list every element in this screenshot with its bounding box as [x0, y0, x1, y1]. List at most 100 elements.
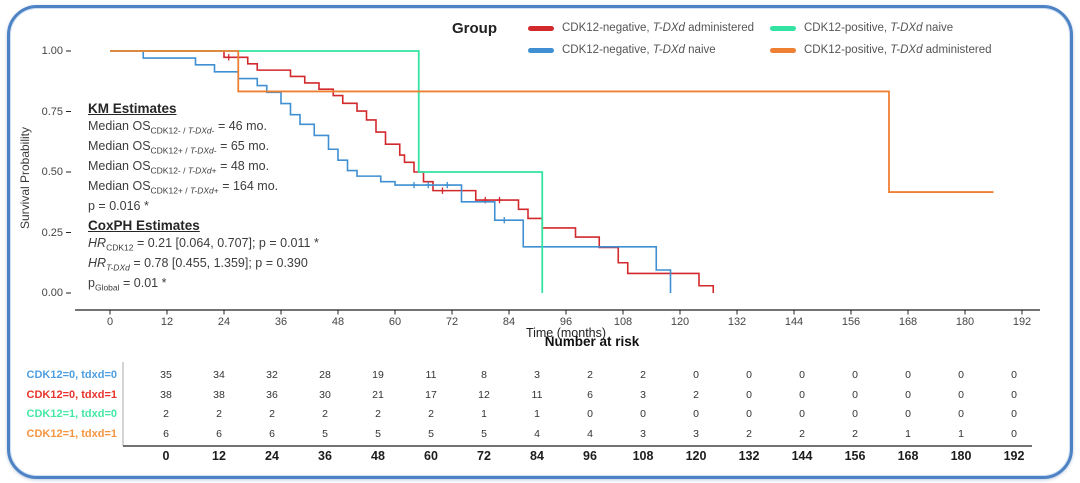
risk-count: 1 [905, 427, 911, 440]
risk-count: 8 [481, 369, 487, 381]
legend-item-label: CDK12-positive, T-DXd administered [804, 44, 992, 56]
risk-count: 0 [746, 408, 752, 420]
legend-item-label: CDK12-negative, T-DXd administered [562, 22, 754, 34]
km-estimate-line: Median OSCDK12+ / T-DXd- = 65 mo. [88, 139, 270, 156]
y-tick-label: 0.50 [41, 166, 63, 178]
risk-count: 38 [213, 388, 225, 401]
legend-item-label: CDK12-positive, T-DXd naive [804, 22, 954, 34]
risk-count: 0 [852, 408, 858, 420]
x-tick-label: 180 [955, 316, 975, 328]
km-estimate-line: Median OSCDK12- / T-DXd+ = 48 mo. [88, 159, 270, 176]
risk-count: 2 [322, 408, 328, 420]
legend-item-label: CDK12-negative, T-DXd naive [562, 44, 716, 56]
censor-mark [225, 54, 232, 61]
risk-count: 0 [746, 388, 752, 401]
coxph-block: CoxPH Estimates HRCDK12 = 0.21 [0.064, 0… [88, 218, 319, 296]
risk-count: 2 [428, 408, 434, 420]
risk-axis-tick: 60 [424, 449, 438, 463]
censor-mark [496, 196, 503, 204]
risk-count: 0 [905, 388, 911, 401]
survival-curve-0 [110, 50, 715, 293]
legend-swatch [528, 47, 554, 53]
risk-count: 2 [640, 369, 646, 381]
censor-mark [444, 181, 451, 189]
risk-count: 2 [852, 427, 858, 440]
legend-title: Group [452, 20, 497, 37]
risk-count: 5 [428, 427, 434, 440]
x-tick-label: 72 [445, 316, 459, 328]
risk-count: 2 [216, 408, 222, 420]
risk-count: 0 [693, 369, 699, 381]
risk-count: 0 [799, 408, 805, 420]
risk-count: 0 [799, 388, 805, 401]
censor-mark [501, 216, 508, 224]
risk-count: 2 [375, 408, 381, 420]
risk-count: 0 [852, 388, 858, 401]
legend-item: CDK12-positive, T-DXd administered [770, 44, 992, 56]
risk-count: 0 [958, 369, 964, 381]
risk-count: 2 [799, 427, 805, 440]
risk-count: 35 [160, 369, 172, 381]
risk-count: 4 [587, 427, 593, 440]
censor-mark [439, 187, 446, 194]
risk-axis-tick: 72 [477, 449, 491, 463]
x-tick-label: 168 [898, 316, 918, 328]
risk-count: 3 [534, 369, 540, 381]
risk-count: 0 [1011, 408, 1017, 420]
risk-axis-tick: 180 [950, 449, 972, 463]
risk-count: 11 [531, 388, 543, 401]
risk-count: 30 [319, 388, 331, 401]
x-tick-label: 192 [1012, 316, 1032, 328]
km-p-value: p = 0.016 * [88, 199, 149, 214]
risk-count: 5 [481, 427, 487, 440]
risk-axis-tick: 192 [1003, 449, 1025, 463]
risk-count: 3 [640, 388, 646, 401]
x-tick-label: 108 [613, 316, 633, 328]
x-tick-label: 132 [727, 316, 747, 328]
risk-count: 0 [1011, 369, 1017, 381]
risk-count: 17 [425, 388, 437, 401]
risk-count: 6 [163, 427, 169, 440]
risk-count: 19 [372, 369, 384, 381]
risk-count: 0 [640, 408, 646, 420]
rounded-border [7, 5, 1073, 479]
risk-count: 4 [534, 427, 540, 440]
risk-count: 0 [852, 369, 858, 381]
risk-count: 2 [587, 369, 593, 381]
risk-row-label: CDK12=1, tdxd=0 [26, 408, 117, 420]
x-tick-label: 156 [841, 316, 861, 328]
x-axis-label: Time (months) [525, 326, 607, 340]
coxph-title: CoxPH Estimates [88, 218, 200, 233]
legend-swatch [770, 47, 796, 53]
y-tick-label: 0.00 [41, 287, 63, 299]
censor-mark [410, 181, 418, 189]
survival-curve-2 [110, 50, 544, 293]
coxph-line: HRT-DXd = 0.78 [0.455, 1.359]; p = 0.390 [88, 256, 308, 273]
coxph-line: pGlobal = 0.01 * [88, 276, 167, 293]
risk-axis-tick: 24 [265, 449, 279, 463]
risk-count: 38 [160, 388, 172, 401]
risk-count: 1 [958, 427, 964, 440]
risk-count: 34 [213, 369, 225, 381]
risk-count: 0 [905, 369, 911, 381]
risk-count: 11 [425, 369, 437, 381]
x-tick-label: 120 [670, 316, 690, 328]
x-tick-label: 48 [331, 316, 345, 328]
risk-axis-tick: 120 [685, 449, 707, 463]
risk-axis-tick: 168 [897, 449, 919, 463]
x-tick-label: 96 [559, 316, 573, 328]
risk-axis-tick: 96 [583, 449, 597, 463]
risk-count: 5 [375, 427, 381, 440]
legend-item: CDK12-positive, T-DXd naive [770, 22, 953, 34]
x-tick-label: 84 [502, 316, 516, 328]
x-tick-label: 36 [274, 316, 288, 328]
risk-count: 1 [534, 408, 540, 420]
risk-count: 36 [266, 388, 278, 401]
risk-axis-tick: 12 [212, 449, 226, 463]
risk-axis-tick: 144 [791, 449, 813, 463]
risk-count: 21 [372, 388, 384, 401]
coxph-line: HRCDK12 = 0.21 [0.064, 0.707]; p = 0.011… [88, 236, 319, 253]
y-axis-label: Survival Probability [18, 126, 32, 230]
legend-swatch [770, 25, 796, 31]
